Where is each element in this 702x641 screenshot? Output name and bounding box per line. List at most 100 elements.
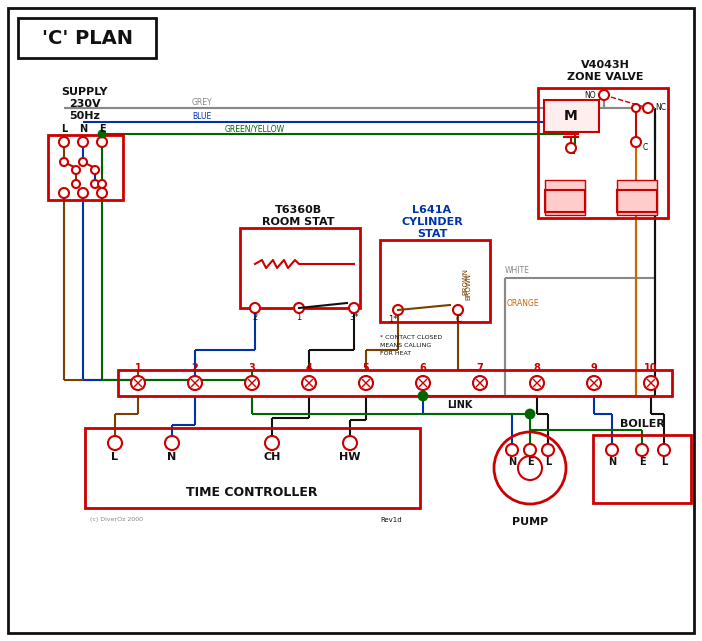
Text: NO: NO xyxy=(584,90,596,99)
Circle shape xyxy=(473,376,487,390)
Circle shape xyxy=(60,158,68,166)
Circle shape xyxy=(78,188,88,198)
Text: GREEN/YELLOW: GREEN/YELLOW xyxy=(225,124,285,133)
Circle shape xyxy=(644,376,658,390)
Circle shape xyxy=(524,444,536,456)
Text: E: E xyxy=(639,457,645,467)
Text: N: N xyxy=(608,457,616,467)
Text: CH: CH xyxy=(263,452,281,462)
Text: 8: 8 xyxy=(534,363,541,373)
Text: HW: HW xyxy=(339,452,361,462)
Text: L: L xyxy=(61,124,67,134)
Circle shape xyxy=(453,305,463,315)
Bar xyxy=(380,240,490,322)
Text: BOILER: BOILER xyxy=(620,419,664,429)
Bar xyxy=(545,190,585,212)
Text: 1: 1 xyxy=(135,363,141,373)
Text: V4043H: V4043H xyxy=(581,60,630,70)
Circle shape xyxy=(643,103,653,113)
Circle shape xyxy=(416,376,430,390)
Circle shape xyxy=(78,137,88,147)
Bar xyxy=(538,88,668,218)
Text: * CONTACT CLOSED: * CONTACT CLOSED xyxy=(380,335,442,340)
Bar xyxy=(617,190,657,212)
Circle shape xyxy=(343,436,357,450)
Circle shape xyxy=(542,444,554,456)
Circle shape xyxy=(97,188,107,198)
Circle shape xyxy=(98,180,106,188)
Text: 3: 3 xyxy=(249,363,256,373)
Text: 6: 6 xyxy=(420,363,426,373)
Circle shape xyxy=(419,392,427,400)
Text: FOR HEAT: FOR HEAT xyxy=(380,351,411,356)
Circle shape xyxy=(72,166,80,174)
Circle shape xyxy=(97,137,107,147)
Text: 1: 1 xyxy=(296,313,302,322)
Bar xyxy=(593,435,691,503)
Text: ORANGE: ORANGE xyxy=(507,299,540,308)
Bar xyxy=(48,135,123,200)
Text: L: L xyxy=(545,457,551,467)
Text: 230V: 230V xyxy=(69,99,101,109)
Text: GREY: GREY xyxy=(192,98,213,107)
Text: 4: 4 xyxy=(305,363,312,373)
Text: N: N xyxy=(167,452,177,462)
Circle shape xyxy=(587,376,601,390)
Text: 1*: 1* xyxy=(388,315,398,324)
Text: NC: NC xyxy=(655,103,666,113)
Text: STAT: STAT xyxy=(417,229,447,239)
Bar xyxy=(545,180,585,215)
Circle shape xyxy=(632,104,640,112)
Text: BLUE: BLUE xyxy=(192,112,211,121)
Circle shape xyxy=(294,303,304,313)
Circle shape xyxy=(506,444,518,456)
Bar xyxy=(118,370,672,396)
Text: N: N xyxy=(79,124,87,134)
Circle shape xyxy=(658,444,670,456)
Bar xyxy=(18,18,156,58)
Bar xyxy=(544,100,599,132)
Circle shape xyxy=(599,90,609,100)
Text: 50Hz: 50Hz xyxy=(69,111,100,121)
Text: BROWN: BROWN xyxy=(462,268,468,295)
Text: PUMP: PUMP xyxy=(512,517,548,527)
Text: (c) DiverOz 2000: (c) DiverOz 2000 xyxy=(90,517,143,522)
Circle shape xyxy=(631,137,641,147)
Text: L: L xyxy=(112,452,119,462)
Circle shape xyxy=(79,158,87,166)
Text: E: E xyxy=(526,457,534,467)
Text: BROWN: BROWN xyxy=(465,273,471,300)
Text: L641A: L641A xyxy=(413,205,451,215)
Text: 7: 7 xyxy=(477,363,484,373)
Text: 10: 10 xyxy=(644,363,658,373)
Text: ROOM STAT: ROOM STAT xyxy=(262,217,334,227)
Circle shape xyxy=(302,376,316,390)
Circle shape xyxy=(245,376,259,390)
Text: TIME CONTROLLER: TIME CONTROLLER xyxy=(186,487,318,499)
Bar xyxy=(240,228,360,308)
Circle shape xyxy=(359,376,373,390)
Text: 9: 9 xyxy=(590,363,597,373)
Text: C: C xyxy=(455,315,461,324)
Circle shape xyxy=(188,376,202,390)
Text: N: N xyxy=(508,457,516,467)
Text: L: L xyxy=(661,457,667,467)
Text: WHITE: WHITE xyxy=(505,266,530,275)
Circle shape xyxy=(349,303,359,313)
Circle shape xyxy=(59,137,69,147)
Text: 'C' PLAN: 'C' PLAN xyxy=(41,28,133,47)
Text: 2: 2 xyxy=(192,363,199,373)
Circle shape xyxy=(59,188,69,198)
Text: ZONE VALVE: ZONE VALVE xyxy=(567,72,643,82)
Circle shape xyxy=(265,436,279,450)
Circle shape xyxy=(91,180,99,188)
Text: MEANS CALLING: MEANS CALLING xyxy=(380,343,431,348)
Circle shape xyxy=(99,131,105,137)
Text: C: C xyxy=(643,142,648,151)
Bar xyxy=(85,428,420,508)
Circle shape xyxy=(91,166,99,174)
Bar xyxy=(617,180,657,215)
Text: 3*: 3* xyxy=(349,313,359,322)
Circle shape xyxy=(108,436,122,450)
Circle shape xyxy=(72,180,80,188)
